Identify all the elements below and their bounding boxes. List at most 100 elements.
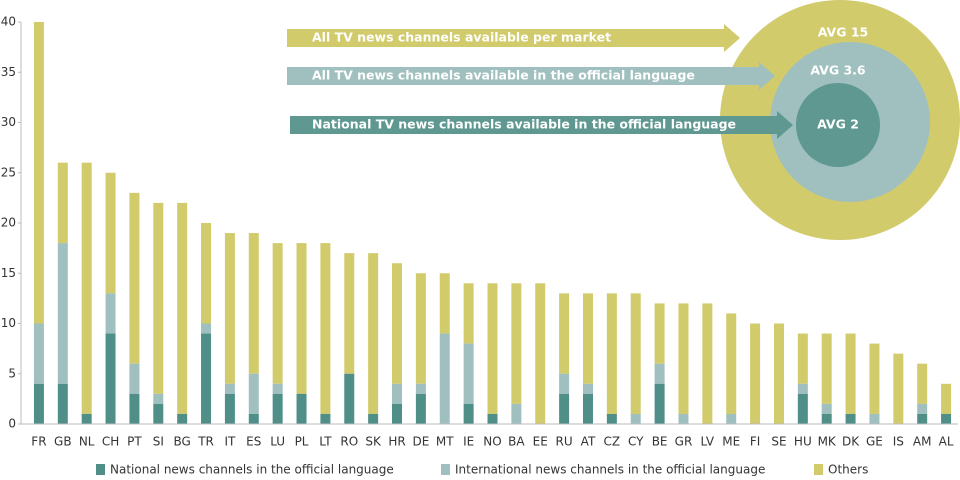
legend-swatch	[96, 464, 105, 475]
bar-segment	[439, 273, 450, 334]
bar-segment	[606, 293, 617, 414]
bar-segment	[654, 363, 665, 384]
bar-segment	[797, 333, 808, 384]
legend-swatch	[441, 464, 450, 475]
bar-segment	[105, 293, 116, 334]
legend-label: National news channels in the official l…	[110, 463, 394, 477]
bar-segment	[33, 323, 44, 384]
bar-segment	[917, 403, 928, 414]
bar-segment	[57, 383, 68, 424]
bar-segment	[153, 393, 164, 404]
x-tick-label: AT	[581, 435, 596, 449]
bar-segment	[392, 263, 403, 384]
bar-segment	[582, 383, 593, 394]
y-tick-label: 20	[1, 216, 16, 230]
x-tick-label: AL	[939, 435, 954, 449]
y-tick-label: 30	[1, 115, 16, 129]
bar-segment	[654, 303, 665, 364]
bar-segment	[511, 403, 522, 424]
x-tick-label: GE	[866, 435, 883, 449]
bar-segment	[33, 383, 44, 424]
bar-segment	[368, 413, 379, 424]
bar-segment	[869, 413, 880, 424]
y-tick-label: 10	[1, 316, 16, 330]
bar-segment	[630, 293, 641, 414]
bar-segment	[654, 383, 665, 424]
bar-segment	[797, 393, 808, 424]
x-tick-label: HR	[388, 435, 405, 449]
x-tick-label: TR	[197, 435, 214, 449]
bar-segment	[224, 393, 235, 424]
bar-segment	[821, 413, 832, 424]
bar-segment	[630, 413, 641, 424]
bar-segment	[487, 283, 498, 414]
x-tick-label: LV	[701, 435, 715, 449]
bar-segment	[893, 353, 904, 424]
bar-segment	[129, 363, 140, 394]
x-tick-label: HU	[794, 435, 812, 449]
bar-segment	[415, 273, 426, 384]
x-tick-label: DK	[842, 435, 860, 449]
bar-segment	[33, 22, 44, 324]
bar-segment	[177, 202, 188, 414]
x-tick-label: PT	[127, 435, 142, 449]
bar-segment	[201, 333, 212, 424]
bar-segment	[129, 393, 140, 424]
bar-segment	[153, 202, 164, 394]
bar-segment	[320, 243, 331, 414]
bar-segment	[821, 333, 832, 404]
bar-segment	[917, 413, 928, 424]
bar-segment	[845, 333, 856, 414]
x-tick-label: BG	[174, 435, 191, 449]
bar-segment	[463, 283, 474, 344]
bar-segment	[797, 383, 808, 394]
bar-segment	[129, 192, 140, 364]
x-tick-label: BE	[652, 435, 668, 449]
bar-segment	[177, 413, 188, 424]
bar-segment	[201, 323, 212, 334]
bar-segment	[559, 393, 570, 424]
bar-segment	[439, 333, 450, 424]
bar-segment	[917, 363, 928, 404]
x-tick-label: PL	[295, 435, 309, 449]
x-tick-label: FR	[31, 435, 46, 449]
bar-segment	[81, 162, 92, 414]
x-tick-label: NL	[79, 435, 95, 449]
x-tick-label: RU	[556, 435, 573, 449]
y-tick-label: 25	[1, 165, 16, 179]
bar-segment	[344, 253, 355, 374]
bar-segment	[272, 243, 283, 384]
bar-segment	[821, 403, 832, 414]
bar-segment	[582, 393, 593, 424]
annotation: All TV news channels available per marke…	[312, 30, 611, 45]
annotation: AVG 15	[818, 25, 869, 40]
bar-segment	[415, 383, 426, 394]
bar-segment	[606, 413, 617, 424]
bar-segment	[272, 383, 283, 394]
x-tick-label: IE	[463, 435, 474, 449]
bar-segment	[296, 393, 307, 424]
x-tick-label: MK	[818, 435, 837, 449]
x-tick-label: CH	[102, 435, 119, 449]
legend: National news channels in the official l…	[96, 463, 868, 477]
bar-segment	[726, 413, 737, 424]
annotation: AVG 2	[817, 117, 859, 132]
bar-segment	[415, 393, 426, 424]
bar-segment	[224, 233, 235, 384]
x-tick-label: GR	[675, 435, 693, 449]
bar-segment	[487, 413, 498, 424]
x-tick-label: IS	[893, 435, 904, 449]
bar-segment	[105, 333, 116, 424]
bar-segment	[941, 413, 952, 424]
x-tick-label: MT	[436, 435, 454, 449]
bar-segment	[511, 283, 522, 404]
x-tick-label: SK	[365, 435, 382, 449]
bar-segment	[224, 383, 235, 394]
bar-segment	[201, 223, 212, 324]
x-tick-label: GB	[54, 435, 72, 449]
x-tick-label: AM	[913, 435, 932, 449]
x-tick-label: NO	[483, 435, 501, 449]
x-tick-label: DE	[412, 435, 429, 449]
bar-segment	[678, 303, 689, 414]
y-tick-label: 35	[1, 65, 16, 79]
